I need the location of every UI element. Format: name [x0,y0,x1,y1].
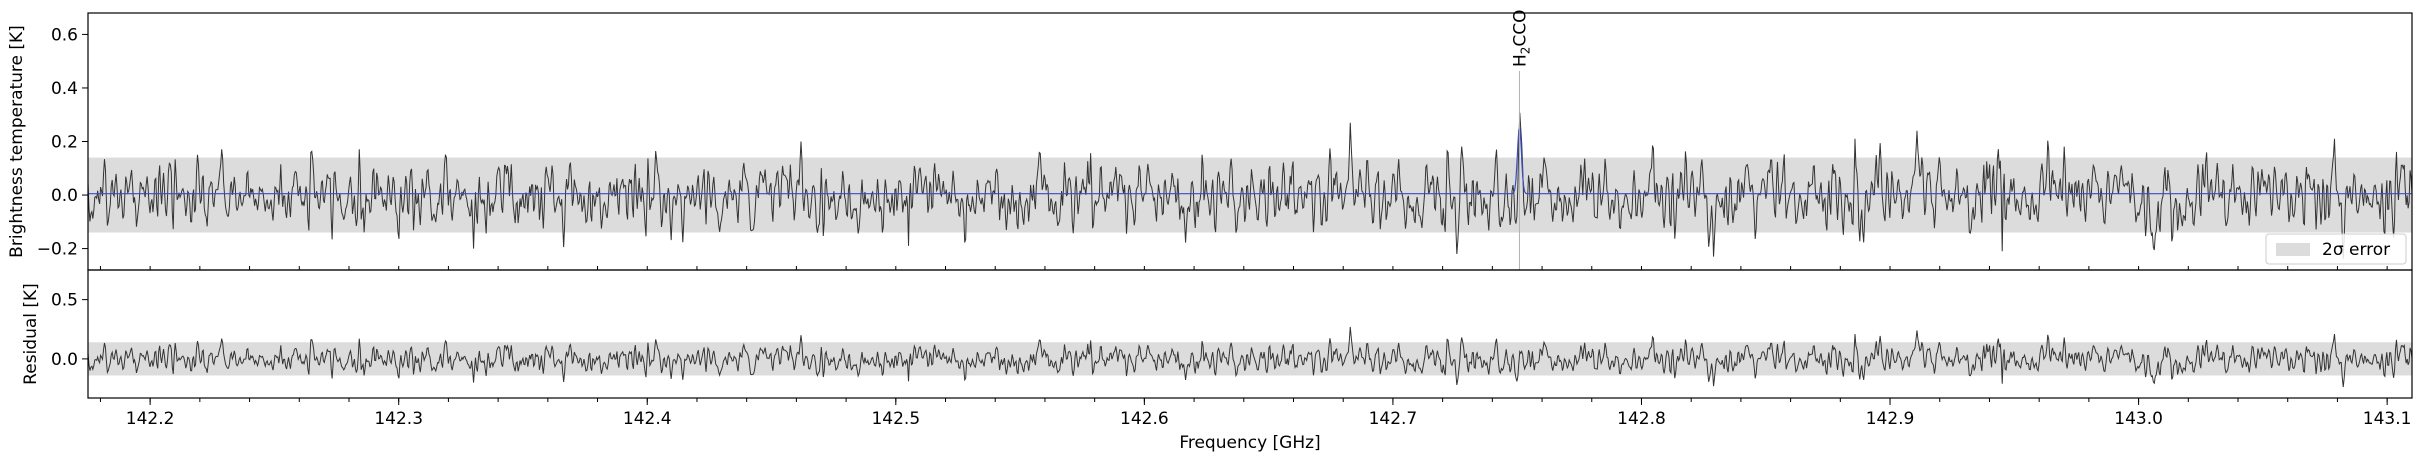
spectrum-x-ticks [99,266,2388,270]
spectrum-line [87,112,2413,259]
line-label-h2cco: H2CCO [1510,9,1532,67]
frequency-x-axis-label: Frequency [GHz] [1179,433,1320,453]
x-tick-label: 142.6 [1120,409,1169,429]
line-label-h2cco-main: H [1510,54,1530,67]
y-tick-label: 0.4 [51,79,78,99]
spectrum-y-axis: −0.2 0.0 0.2 0.4 0.6 [37,25,88,260]
x-tick-label: 142.3 [374,409,423,429]
x-tick-label: 142.5 [871,409,920,429]
x-tick-label: 142.8 [1617,409,1666,429]
residual-line [87,326,2413,388]
frequency-x-axis: 142.2 142.3 142.4 142.5 142.6 142.7 142.8 142.9… [99,398,2412,429]
x-tick-label: 143.1 [2363,409,2412,429]
spectrum-y-axis-label: Brightness temperature [K] [7,25,27,258]
residual-frame [87,269,2413,399]
y-tick-label: 0.6 [51,25,78,45]
legend-box [2265,233,2407,265]
legend-swatch-error [2276,243,2310,256]
model-fit-line [88,125,2412,195]
x-tick-label: 142.4 [623,409,672,429]
residual-y-axis: 0.0 0.5 [51,291,88,370]
legend: 2σ error [2265,233,2407,265]
x-tick-label: 142.2 [126,409,175,429]
y-tick-label: 0.0 [51,350,78,370]
y-tick-label: 0.5 [51,291,78,311]
line-label-h2cco-sub: 2 [1518,47,1532,55]
x-tick-label: 143.0 [2114,409,2163,429]
spectrum-panel: −0.2 0.0 0.2 0.4 0.6 Brightness temperature … [7,9,2413,271]
y-tick-label: 0.2 [51,133,78,153]
x-tick-label: 142.9 [1866,409,1915,429]
legend-label-error: 2σ error [2322,240,2390,260]
y-tick-label: 0.0 [51,186,78,206]
x-tick-label: 142.7 [1369,409,1418,429]
residual-panel: 0.00.5 142.2 142.3 142.4 142.5 142.6 142.7 142… [21,269,2413,453]
y-tick-label: −0.2 [37,240,78,260]
line-label-h2cco-tail: CCO [1510,9,1530,46]
residual-y-axis-label: Residual [K] [21,283,41,385]
